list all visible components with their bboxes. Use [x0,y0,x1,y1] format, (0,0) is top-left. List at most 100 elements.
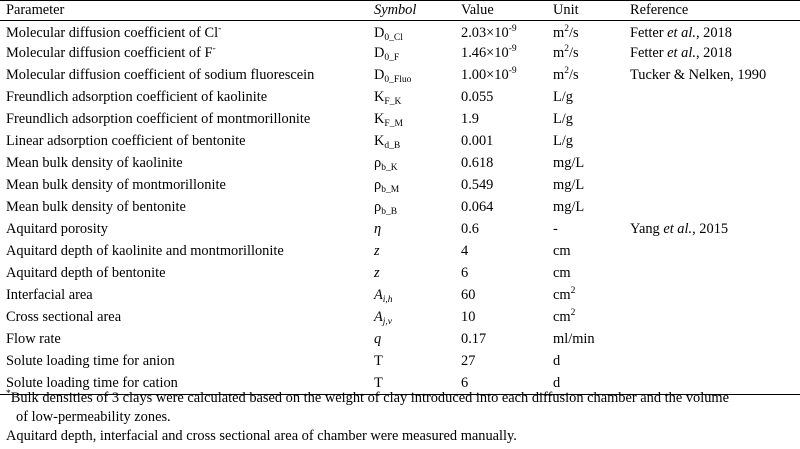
cell-reference [624,329,800,351]
parameter-text: Aquitard depth of kaolinite and montmori… [6,243,284,260]
cell-unit: L/g [547,87,624,109]
unit-text: cm [553,243,571,260]
value-text: 0.064 [461,199,494,216]
value-text: 1.9 [461,111,479,128]
symbol-text: D [374,24,385,41]
unit-text: ml/min [553,331,595,348]
header-unit: Unit [547,0,624,21]
cell-symbol: KF_M [368,109,455,131]
header-reference: Reference [624,0,800,21]
header-parameter: Parameter [0,0,368,21]
unit-superscript: 2 [564,66,569,77]
table-row: Freundlich adsorption coefficient of kao… [0,87,800,109]
reference-tail: , 2015 [692,221,729,238]
value-text: 4 [461,243,469,260]
cell-reference [624,351,800,373]
cell-parameter: Freundlich adsorption coefficient of kao… [0,87,368,109]
parameter-text: Linear adsorption coefficient of bentoni… [6,133,246,150]
cell-symbol: T [368,372,455,395]
unit-text: m [553,67,565,84]
cell-value: 1.00×10-9 [455,65,547,87]
symbol-text: q [374,331,382,348]
symbol-text: z [374,265,380,282]
cell-unit: L/g [547,109,624,131]
cell-reference [624,131,800,153]
value-exponent: -9 [508,23,517,34]
symbol-text: K [374,133,385,150]
cell-unit: cm [547,241,624,263]
cell-value: 1.9 [455,109,547,131]
unit-tail: /s [568,24,579,41]
symbol-subscript: b_B [381,207,398,218]
value-text: 0.17 [461,331,487,348]
cell-value: 1.46×10-9 [455,43,547,65]
cell-symbol: z [368,263,455,285]
symbol-subscript: 0_Fluo [384,75,412,86]
value-text: 0.055 [461,89,494,106]
cell-unit: cm [547,263,624,285]
reference-tail: , 2018 [695,45,732,62]
footnote-1-continuation: of low-permeability zones. [16,409,171,425]
table-footnotes: *Bulk densities of 3 clays were calculat… [6,389,796,446]
cell-reference: Fetter et al., 2018 [624,43,800,65]
unit-superscript: 2 [570,286,576,297]
unit-text: L/g [553,111,573,128]
cell-unit: m2/s [547,43,624,65]
unit-superscript: 2 [564,44,569,55]
reference-text: Yang [630,221,664,238]
table-row: Interfacial area Ai,h 60 cm2 [0,285,800,307]
table-row: Aquitard depth of bentonite z 6 cm [0,263,800,285]
parameter-text: Mean bulk density of bentonite [6,199,186,216]
cell-parameter: Mean bulk density of montmorillonite [0,175,368,197]
unit-text: mg/L [553,199,585,216]
cell-value: 0.001 [455,131,547,153]
parameter-text: Solute loading time for cation [6,375,178,392]
value-text: 0.618 [461,155,494,172]
value-text: 10 [461,309,476,326]
cell-symbol: T [368,351,455,373]
cell-reference [624,175,800,197]
unit-text: L/g [553,133,573,150]
cell-parameter: Interfacial area [0,285,368,307]
unit-text: L/g [553,89,573,106]
cell-unit: cm2 [547,307,624,329]
cell-reference [624,241,800,263]
symbol-subscript: j,v [382,317,393,328]
unit-text: cm [553,287,571,304]
symbol-text: z [374,243,380,260]
cell-value: 6 [455,263,547,285]
reference-text: Tucker & Nelken, 1990 [630,67,767,84]
unit-text: d [553,353,561,370]
symbol-text: ρ [374,177,382,194]
parameter-text: Mean bulk density of montmorillonite [6,177,226,194]
reference-tail: , 2018 [695,24,732,41]
value-text: 0.6 [461,221,479,238]
cell-reference: Tucker & Nelken, 1990 [624,65,800,87]
reference-italic: et al. [663,221,693,238]
unit-text: m [553,24,565,41]
unit-superscript: 2 [570,308,576,319]
symbol-text: η [374,221,382,238]
table-row: Flow rate q 0.17 ml/min [0,329,800,351]
value-exponent: -9 [508,66,517,77]
cell-unit: ml/min [547,329,624,351]
cell-parameter: Freundlich adsorption coefficient of mon… [0,109,368,131]
table-body: Molecular diffusion coefficient of Cl- D0… [0,21,800,395]
unit-text: mg/L [553,155,585,172]
cell-parameter: Flow rate [0,329,368,351]
cell-parameter: Molecular diffusion coefficient of Cl- [0,21,368,43]
cell-reference: Fetter et al., 2018 [624,21,800,43]
cell-symbol: KF_K [368,87,455,109]
reference-italic: et al. [667,45,696,62]
symbol-text: ρ [374,155,382,172]
parameter-text: Solute loading time for anion [6,353,175,370]
cell-value: 0.17 [455,329,547,351]
cell-symbol: ρb_M [368,175,455,197]
header-value: Value [455,0,547,21]
symbol-text: D [374,67,385,84]
parameter-text: Cross sectional area [6,309,122,326]
cell-symbol: Ai,h [368,285,455,307]
table-row: Freundlich adsorption coefficient of mon… [0,109,800,131]
table-row: Aquitard porosity η 0.6 - Yang et al., 2015 [0,219,800,241]
cell-unit: d [547,372,624,395]
